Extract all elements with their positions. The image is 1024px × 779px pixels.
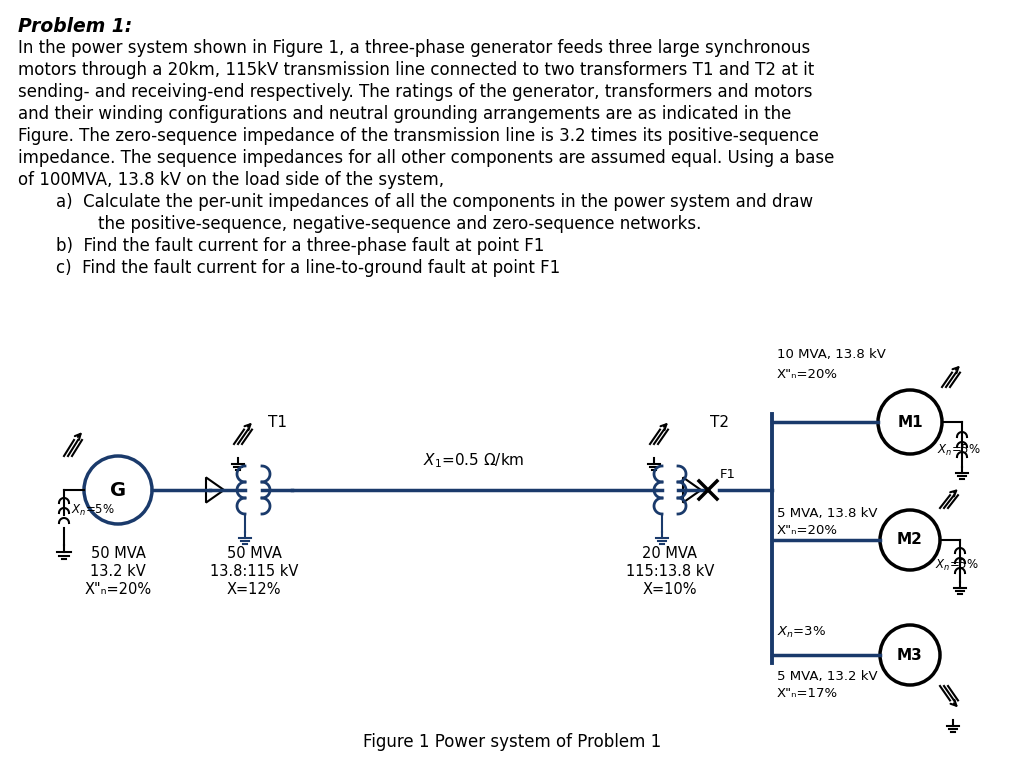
Text: M2: M2	[897, 533, 923, 548]
Text: $X_n$=5%: $X_n$=5%	[937, 442, 981, 457]
Text: X"ₙ=20%: X"ₙ=20%	[777, 524, 838, 537]
Text: motors through a 20km, 115kV transmission line connected to two transformers T1 : motors through a 20km, 115kV transmissio…	[18, 61, 814, 79]
Text: sending- and receiving-end respectively. The ratings of the generator, transform: sending- and receiving-end respectively.…	[18, 83, 812, 101]
Text: of 100MVA, 13.8 kV on the load side of the system,: of 100MVA, 13.8 kV on the load side of t…	[18, 171, 444, 189]
Text: X"ₙ=20%: X"ₙ=20%	[84, 582, 152, 597]
Text: $X_n$=5%: $X_n$=5%	[71, 502, 115, 517]
Text: 10 MVA, 13.8 kV: 10 MVA, 13.8 kV	[777, 348, 886, 361]
Text: 13.2 kV: 13.2 kV	[90, 564, 145, 579]
Text: X=12%: X=12%	[226, 582, 282, 597]
Text: In the power system shown in Figure 1, a three-phase generator feeds three large: In the power system shown in Figure 1, a…	[18, 39, 810, 57]
Text: X"ₙ=17%: X"ₙ=17%	[777, 687, 838, 700]
Text: F1: F1	[720, 467, 736, 481]
Text: b)  Find the fault current for a three-phase fault at point F1: b) Find the fault current for a three-ph…	[56, 237, 545, 255]
Text: Problem 1:: Problem 1:	[18, 17, 132, 36]
Text: Figure 1 Power system of Problem 1: Figure 1 Power system of Problem 1	[362, 733, 662, 751]
Text: T1: T1	[268, 414, 287, 429]
Text: the positive-sequence, negative-sequence and zero-sequence networks.: the positive-sequence, negative-sequence…	[56, 215, 701, 233]
Text: Figure. The zero-sequence impedance of the transmission line is 3.2 times its po: Figure. The zero-sequence impedance of t…	[18, 127, 819, 145]
Text: 5 MVA, 13.2 kV: 5 MVA, 13.2 kV	[777, 670, 878, 683]
Text: 13.8:115 kV: 13.8:115 kV	[210, 564, 298, 579]
Text: X"ₙ=20%: X"ₙ=20%	[777, 368, 838, 381]
Text: $X_n$=5%: $X_n$=5%	[935, 558, 979, 573]
Text: X=10%: X=10%	[643, 582, 697, 597]
Text: 5 MVA, 13.8 kV: 5 MVA, 13.8 kV	[777, 507, 878, 520]
Text: c)  Find the fault current for a line-to-ground fault at point F1: c) Find the fault current for a line-to-…	[56, 259, 560, 277]
Text: G: G	[110, 481, 126, 499]
Text: and their winding configurations and neutral grounding arrangements are as indic: and their winding configurations and neu…	[18, 105, 792, 123]
Text: 50 MVA: 50 MVA	[90, 546, 145, 561]
Text: 50 MVA: 50 MVA	[226, 546, 282, 561]
Text: 20 MVA: 20 MVA	[642, 546, 697, 561]
Text: a)  Calculate the per-unit impedances of all the components in the power system : a) Calculate the per-unit impedances of …	[56, 193, 813, 211]
Text: $X_1$=0.5 Ω/km: $X_1$=0.5 Ω/km	[423, 451, 524, 470]
Text: M1: M1	[897, 414, 923, 429]
Text: M3: M3	[897, 647, 923, 662]
Text: 115:13.8 kV: 115:13.8 kV	[626, 564, 714, 579]
Text: $X_n$=3%: $X_n$=3%	[777, 625, 826, 640]
Text: impedance. The sequence impedances for all other components are assumed equal. U: impedance. The sequence impedances for a…	[18, 149, 835, 167]
Text: T2: T2	[710, 414, 729, 429]
